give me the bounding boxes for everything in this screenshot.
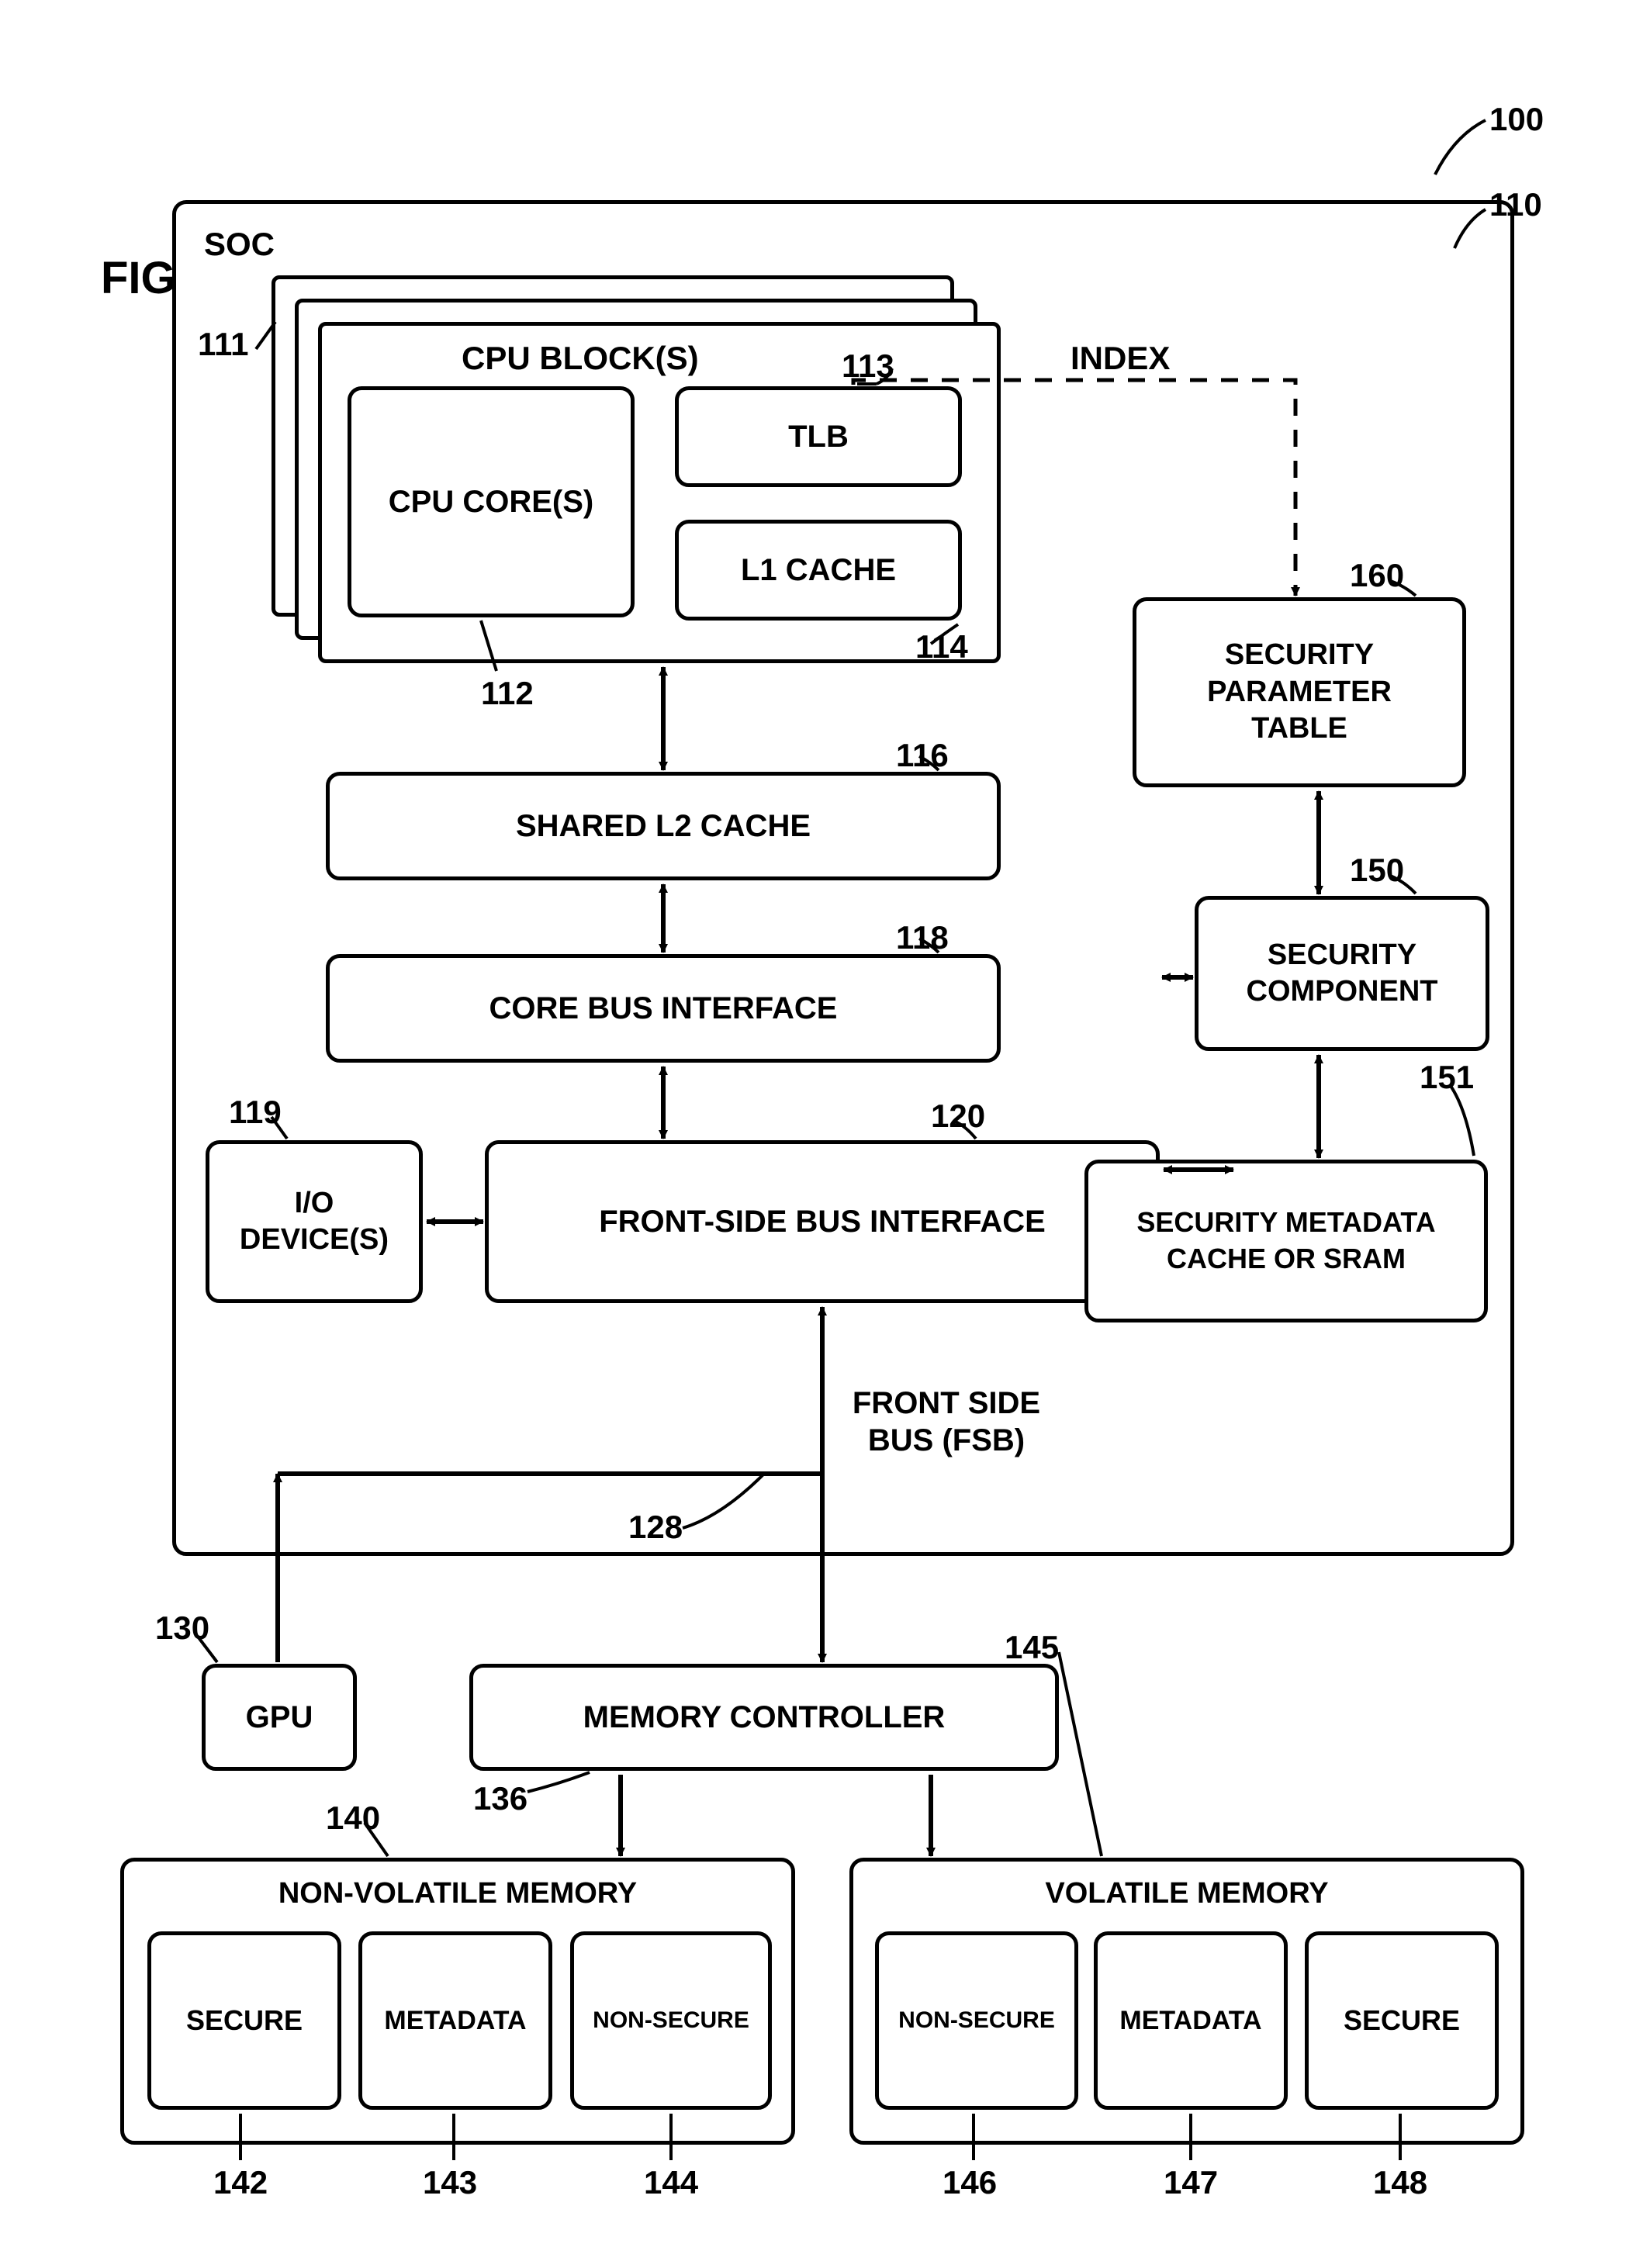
mem-ctrl-label: MEMORY CONTROLLER [583,1700,946,1735]
nv-secure-label: SECURE [186,2004,303,2037]
ref-113: 113 [842,347,894,385]
diagram-page: FIG. 1 100 SOC 110 CPU BLOCK(S) 111 CPU … [0,0,1643,2268]
ref-146: 146 [943,2164,997,2201]
sec-metadata-box: SECURITY METADATA CACHE OR SRAM [1084,1160,1488,1322]
ref-116: 116 [896,737,949,774]
io-devices-label: I/O DEVICE(S) [240,1185,389,1259]
ref-130: 130 [155,1609,209,1647]
shared-l2-box: SHARED L2 CACHE [326,772,1001,880]
ref-119: 119 [229,1094,282,1131]
ref-145: 145 [1005,1629,1059,1666]
ref-144: 144 [644,2164,698,2201]
shared-l2-label: SHARED L2 CACHE [516,809,811,844]
fsbi-box: FRONT-SIDE BUS INTERFACE [485,1140,1160,1303]
v-metadata-box: METADATA [1094,1931,1288,2110]
fsbi-label: FRONT-SIDE BUS INTERFACE [599,1205,1046,1239]
cpu-core-label: CPU CORE(S) [389,485,593,520]
fsb-label: FRONT SIDE BUS (FSB) [838,1385,1055,1459]
nv-metadata-box: METADATA [358,1931,552,2110]
sec-param-table-label: SECURITY PARAMETER TABLE [1207,637,1392,748]
v-metadata-label: METADATA [1119,2006,1261,2036]
cpu-blocks-label: CPU BLOCK(S) [462,340,699,377]
ref-110: 110 [1489,186,1542,223]
tlb-box: TLB [675,386,962,487]
ref-120: 120 [931,1098,985,1135]
ref-112: 112 [481,675,534,712]
v-secure-box: SECURE [1305,1931,1499,2110]
ref-128: 128 [628,1509,683,1546]
ref-140: 140 [326,1800,380,1837]
tlb-label: TLB [788,420,849,455]
gpu-label: GPU [246,1700,313,1735]
l1-cache-label: L1 CACHE [741,553,896,588]
ref-160: 160 [1350,557,1404,594]
ref-150: 150 [1350,852,1404,889]
core-bus-if-label: CORE BUS INTERFACE [489,991,838,1026]
ref-142: 142 [213,2164,268,2201]
sec-component-label: SECURITY COMPONENT [1247,937,1438,1011]
ref-147: 147 [1164,2164,1218,2201]
io-devices-box: I/O DEVICE(S) [206,1140,423,1303]
ref-111: 111 [198,326,248,363]
v-nonsecure-label: NON-SECURE [898,2007,1055,2034]
ref-100: 100 [1489,101,1544,138]
index-label: INDEX [1071,340,1170,377]
soc-label: SOC [204,226,275,263]
nv-mem-label: NON-VOLATILE MEMORY [278,1877,637,1910]
v-nonsecure-box: NON-SECURE [875,1931,1078,2110]
core-bus-if-box: CORE BUS INTERFACE [326,954,1001,1063]
nv-nonsecure-box: NON-SECURE [570,1931,772,2110]
ref-136: 136 [473,1780,527,1817]
ref-151: 151 [1420,1059,1474,1096]
v-secure-label: SECURE [1344,2004,1460,2037]
ref-143: 143 [423,2164,477,2201]
nv-metadata-label: METADATA [384,2006,526,2036]
cpu-core-box: CPU CORE(S) [348,386,635,617]
sec-metadata-label: SECURITY METADATA CACHE OR SRAM [1136,1205,1435,1277]
v-mem-label: VOLATILE MEMORY [1045,1877,1328,1910]
gpu-box: GPU [202,1664,357,1771]
ref-148: 148 [1373,2164,1427,2201]
sec-component-box: SECURITY COMPONENT [1195,896,1489,1051]
ref-114: 114 [915,628,968,666]
mem-ctrl-box: MEMORY CONTROLLER [469,1664,1059,1771]
sec-param-table-box: SECURITY PARAMETER TABLE [1133,597,1466,787]
l1-cache-box: L1 CACHE [675,520,962,621]
nv-secure-box: SECURE [147,1931,341,2110]
nv-nonsecure-label: NON-SECURE [593,2007,749,2034]
ref-118: 118 [896,919,949,956]
